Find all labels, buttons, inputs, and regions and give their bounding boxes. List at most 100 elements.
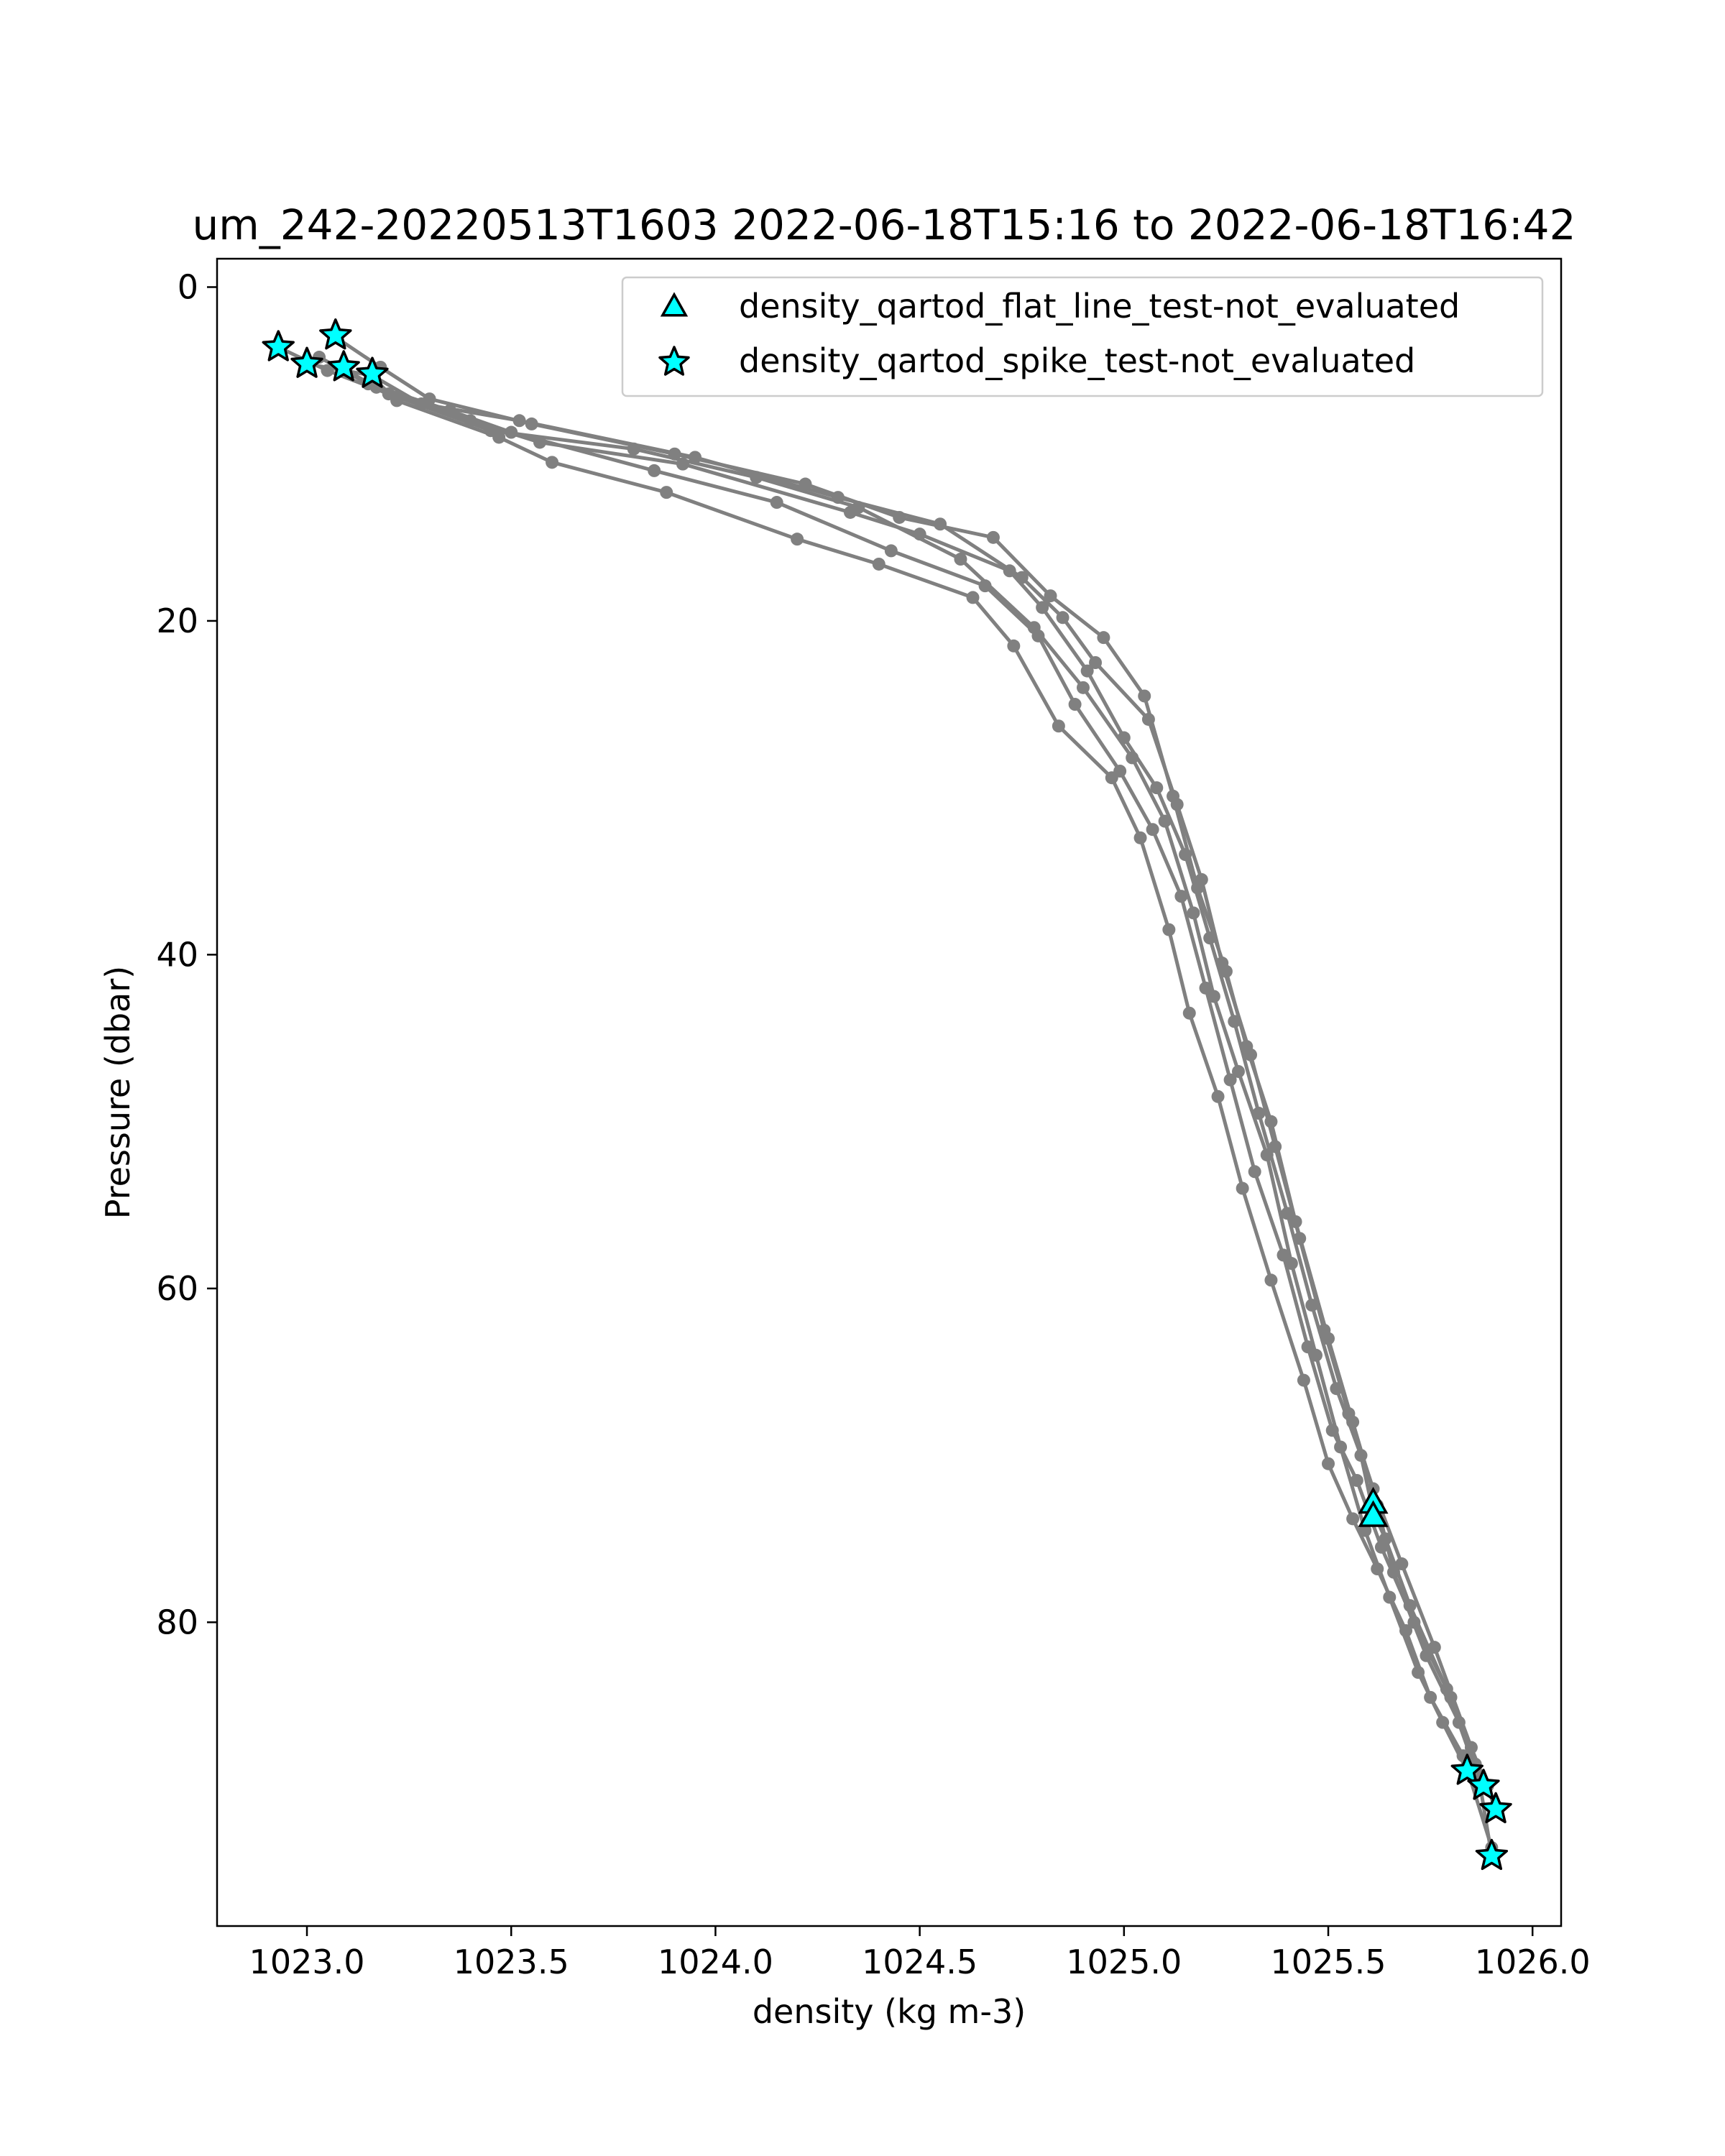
spike-flag-marker xyxy=(1450,1754,1484,1785)
spike-flag-marker xyxy=(327,350,360,382)
profile-point xyxy=(505,425,518,439)
profile-point xyxy=(831,491,845,505)
profile-point xyxy=(1150,781,1164,795)
profile-point xyxy=(660,486,673,499)
profile-point xyxy=(1036,601,1049,614)
profile-line xyxy=(318,355,1477,1770)
profile-point xyxy=(1350,1473,1363,1487)
profile-point xyxy=(1297,1373,1310,1387)
profile-point xyxy=(844,505,857,519)
profile-point xyxy=(1003,564,1016,578)
y-axis-label: Pressure (dbar) xyxy=(98,966,137,1219)
profile-point xyxy=(1444,1690,1458,1704)
profile-point xyxy=(1170,798,1184,811)
profile-point xyxy=(934,517,947,531)
profile-point xyxy=(512,414,526,428)
profile-point xyxy=(1179,848,1192,862)
profile-point xyxy=(648,464,661,477)
profile-point xyxy=(770,496,783,510)
profile-point xyxy=(986,530,1000,544)
spike-flag-marker xyxy=(262,330,295,361)
profile-point xyxy=(1301,1340,1315,1354)
profile-point xyxy=(1174,890,1188,903)
x-tick-label: 1023.0 xyxy=(249,1943,365,1981)
profile-point xyxy=(1228,1015,1241,1028)
profile-point xyxy=(1141,712,1155,726)
profile-point xyxy=(1113,764,1127,778)
flag-markers-layer xyxy=(262,318,1512,1871)
profile-point xyxy=(1374,1540,1388,1554)
profile-point xyxy=(1281,1207,1294,1220)
profile-point xyxy=(1031,629,1045,642)
profile-point xyxy=(791,533,804,546)
profile-point xyxy=(1146,823,1159,837)
y-tick-label: 80 xyxy=(156,1603,198,1641)
legend-triangle-shape xyxy=(660,292,689,317)
y-tick-label: 20 xyxy=(156,602,198,640)
x-tick-label: 1024.0 xyxy=(658,1943,773,1981)
profile-point xyxy=(913,528,926,541)
profile-point xyxy=(1199,981,1213,995)
x-tick-label: 1023.5 xyxy=(454,1943,569,1981)
x-tick-label: 1026.0 xyxy=(1475,1943,1591,1981)
profile-point xyxy=(1248,1165,1261,1179)
spike-flag-marker xyxy=(1475,1838,1509,1871)
legend-box xyxy=(621,276,1544,397)
profile-point xyxy=(1182,1006,1196,1020)
profile-point xyxy=(1305,1299,1319,1312)
y-tick-label: 60 xyxy=(156,1269,198,1308)
profile-point xyxy=(1052,719,1065,733)
profile-point xyxy=(978,579,992,593)
y-tick-label: 0 xyxy=(178,267,198,306)
profile-line xyxy=(342,367,1494,1856)
plot-area-frame xyxy=(216,257,1563,1927)
legend-triangle-marker xyxy=(660,292,689,317)
profile-point xyxy=(1252,1107,1266,1120)
profile-point xyxy=(1399,1623,1413,1637)
profile-point xyxy=(1395,1557,1409,1571)
spike-flag-marker xyxy=(319,318,352,350)
x-tick-label: 1025.5 xyxy=(1271,1943,1386,1981)
spike-flag-marker xyxy=(356,356,389,388)
profile-point xyxy=(1236,1181,1249,1195)
profile-point xyxy=(1080,664,1094,678)
profile-point xyxy=(1203,931,1217,945)
profile-point xyxy=(1325,1424,1339,1437)
profile-point xyxy=(1276,1248,1290,1262)
profile-point xyxy=(872,557,886,571)
legend-label-flat-line: density_qartod_flat_line_test-not_evalua… xyxy=(739,287,1460,326)
spike-flag-marker xyxy=(290,346,323,378)
y-axis: 0 20 40 60 80 xyxy=(156,267,217,1641)
profile-point xyxy=(1187,906,1200,920)
x-tick-label: 1024.5 xyxy=(862,1943,978,1981)
profile-point xyxy=(1244,1048,1258,1061)
legend-label-spike: density_qartod_spike_test-not_evaluated xyxy=(739,341,1415,380)
profile-point xyxy=(1133,831,1147,844)
profile-point xyxy=(546,456,559,469)
profile-point xyxy=(1044,589,1057,603)
flat-line-flag-marker xyxy=(1358,1500,1389,1527)
profile-point xyxy=(1089,656,1103,670)
profile-point xyxy=(689,451,702,464)
profile-point xyxy=(954,553,967,566)
profile-point xyxy=(1264,1273,1278,1287)
x-axis: 1023.0 1023.5 1024.0 1024.5 1025.0 1025.5 1026… xyxy=(249,1926,1591,1981)
profile-point xyxy=(676,457,689,471)
profile-point xyxy=(1231,1064,1245,1078)
profile-point xyxy=(1195,872,1208,886)
profile-point xyxy=(1068,698,1082,711)
profile-point xyxy=(1269,1140,1282,1153)
profile-line xyxy=(371,376,1494,1848)
profile-point xyxy=(1007,639,1021,653)
legend: density_qartod_flat_line_test-not_evalua… xyxy=(621,276,1544,397)
profile-point xyxy=(1346,1512,1360,1526)
spike-flag-marker xyxy=(1467,1769,1500,1800)
profile-series-layer xyxy=(272,331,1503,1863)
legend-star-shape xyxy=(658,346,690,376)
profile-point xyxy=(1211,1089,1225,1103)
profile-point xyxy=(966,591,980,604)
chart-title: um_242-20220513T1603 2022-06-18T15:16 to… xyxy=(193,201,1576,249)
legend-star-marker xyxy=(658,346,690,376)
profile-point xyxy=(1371,1562,1384,1576)
